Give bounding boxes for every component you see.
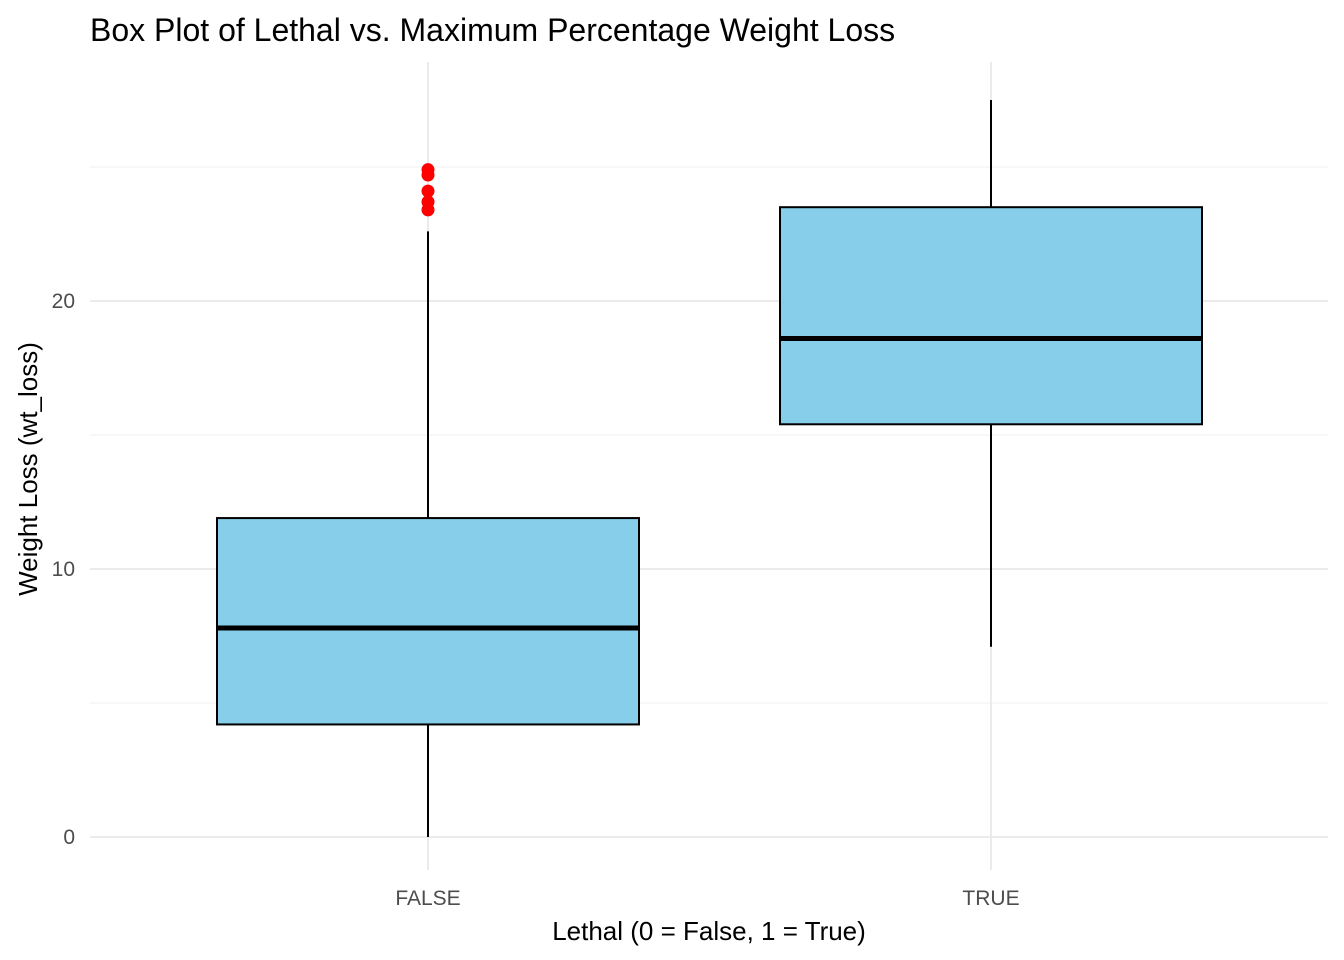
- box-group-false: [216, 163, 640, 837]
- box-iqr: [216, 517, 640, 726]
- x-tick-label: TRUE: [962, 887, 1019, 910]
- chart-title: Box Plot of Lethal vs. Maximum Percentag…: [90, 12, 895, 48]
- y-tick-label: 0: [63, 826, 75, 849]
- box-iqr: [779, 206, 1203, 426]
- x-tick-label: FALSE: [395, 887, 460, 910]
- y-tick-label: 20: [52, 290, 75, 313]
- outlier-point: [421, 184, 435, 198]
- label-layer: 0 10 20 FALSE TRUE: [52, 290, 1020, 910]
- grid-layer: [90, 62, 1328, 870]
- x-axis-title: Lethal (0 = False, 1 = True): [552, 916, 866, 946]
- y-tick-label: 10: [52, 558, 75, 581]
- outlier-point: [421, 195, 435, 209]
- y-axis-title: Weight Loss (wt_loss): [13, 342, 43, 596]
- outlier-point: [421, 163, 435, 177]
- box-layer: [216, 100, 1203, 837]
- box-group-true: [779, 100, 1203, 647]
